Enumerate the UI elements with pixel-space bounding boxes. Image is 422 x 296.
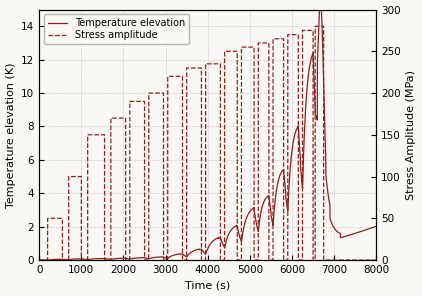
Temperature elevation bbox=[103, 257, 108, 260]
Temperature elevation bbox=[201, 251, 206, 254]
Stress amplitude bbox=[37, 258, 42, 262]
Stress amplitude bbox=[313, 25, 318, 28]
Temperature elevation bbox=[374, 224, 379, 228]
Stress amplitude bbox=[374, 258, 379, 262]
Temperature elevation bbox=[356, 231, 361, 234]
Stress amplitude bbox=[311, 258, 316, 262]
Stress amplitude bbox=[180, 258, 185, 262]
Stress amplitude bbox=[142, 258, 147, 262]
Temperature elevation bbox=[57, 258, 62, 261]
Temperature elevation bbox=[51, 258, 56, 261]
Temperature elevation bbox=[37, 258, 42, 262]
Legend: Temperature elevation, Stress amplitude: Temperature elevation, Stress amplitude bbox=[44, 15, 189, 44]
Line: Stress amplitude: Stress amplitude bbox=[39, 26, 376, 260]
Stress amplitude bbox=[281, 37, 286, 41]
Y-axis label: Temperature elevation (K): Temperature elevation (K) bbox=[5, 62, 16, 207]
Stress amplitude bbox=[66, 258, 71, 262]
Temperature elevation bbox=[38, 258, 43, 262]
X-axis label: Time (s): Time (s) bbox=[185, 280, 230, 290]
Y-axis label: Stress Amplitude (MPa): Stress Amplitude (MPa) bbox=[406, 70, 417, 200]
Stress amplitude bbox=[123, 258, 128, 262]
Line: Temperature elevation: Temperature elevation bbox=[39, 1, 376, 260]
Temperature elevation bbox=[318, 0, 323, 3]
